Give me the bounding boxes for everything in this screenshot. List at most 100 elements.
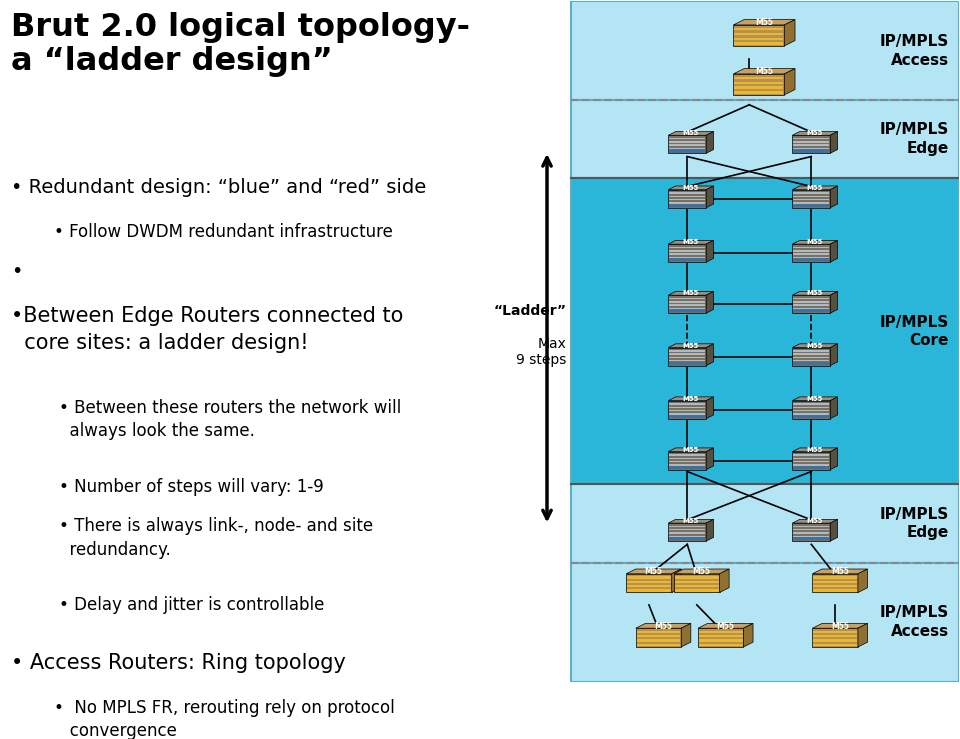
Polygon shape xyxy=(674,573,720,593)
Text: • Number of steps will vary: 1-9: • Number of steps will vary: 1-9 xyxy=(59,477,324,496)
Bar xyxy=(793,202,829,204)
Bar xyxy=(793,205,829,207)
Bar xyxy=(669,466,706,469)
Text: M55: M55 xyxy=(831,568,849,576)
Bar xyxy=(627,576,671,579)
Polygon shape xyxy=(792,452,830,470)
Bar xyxy=(734,81,783,84)
Bar xyxy=(669,256,706,258)
Bar xyxy=(813,581,857,583)
Text: M55: M55 xyxy=(806,239,823,245)
Bar xyxy=(669,467,706,469)
Bar xyxy=(669,539,706,540)
Polygon shape xyxy=(707,186,713,208)
Bar xyxy=(669,416,706,418)
Text: • Follow DWDM redundant infrastructure: • Follow DWDM redundant infrastructure xyxy=(54,222,393,240)
Bar xyxy=(793,250,829,251)
Bar xyxy=(793,141,829,143)
Polygon shape xyxy=(792,397,838,401)
Bar xyxy=(669,410,706,412)
Bar xyxy=(669,357,706,358)
Polygon shape xyxy=(668,397,713,401)
Polygon shape xyxy=(830,448,838,470)
Polygon shape xyxy=(733,74,784,95)
Polygon shape xyxy=(858,624,868,647)
Bar xyxy=(793,415,829,418)
Polygon shape xyxy=(812,573,858,593)
Bar xyxy=(793,258,829,262)
Polygon shape xyxy=(830,240,838,262)
Bar xyxy=(669,151,706,152)
Bar xyxy=(669,247,706,248)
Bar xyxy=(636,639,681,642)
Bar xyxy=(793,192,829,194)
Bar xyxy=(734,86,783,89)
Bar xyxy=(793,350,829,352)
Polygon shape xyxy=(784,69,795,95)
Text: IP/MPLS
Access: IP/MPLS Access xyxy=(879,34,949,67)
Bar xyxy=(669,196,706,197)
Bar xyxy=(669,361,706,365)
Bar xyxy=(669,413,706,415)
Text: IP/MPLS
Edge: IP/MPLS Edge xyxy=(879,123,949,156)
Bar xyxy=(793,364,829,365)
Text: M55: M55 xyxy=(683,185,699,191)
Polygon shape xyxy=(668,347,707,366)
Polygon shape xyxy=(830,520,838,541)
Text: M55: M55 xyxy=(806,518,823,524)
Polygon shape xyxy=(792,240,838,244)
Bar xyxy=(669,532,706,534)
Bar xyxy=(793,361,829,365)
Text: M55: M55 xyxy=(683,130,699,137)
Bar xyxy=(793,138,829,140)
Text: M55: M55 xyxy=(831,621,849,631)
Bar xyxy=(793,311,829,313)
Bar xyxy=(669,298,706,299)
Bar xyxy=(669,258,706,262)
Text: M55: M55 xyxy=(692,568,710,576)
Polygon shape xyxy=(858,569,868,593)
Bar xyxy=(793,537,829,540)
Polygon shape xyxy=(668,520,713,523)
Text: M55: M55 xyxy=(655,621,672,631)
Bar xyxy=(813,644,857,646)
Bar xyxy=(699,639,742,642)
Polygon shape xyxy=(830,132,838,153)
Text: M55: M55 xyxy=(683,447,699,453)
Bar xyxy=(669,415,706,418)
Polygon shape xyxy=(668,244,707,262)
Bar xyxy=(813,576,857,579)
Bar xyxy=(813,585,857,588)
Polygon shape xyxy=(707,397,713,418)
Polygon shape xyxy=(792,523,830,541)
Polygon shape xyxy=(668,291,713,295)
Bar xyxy=(793,532,829,534)
Bar xyxy=(669,250,706,251)
Bar xyxy=(793,149,829,152)
Bar xyxy=(636,644,681,646)
Bar xyxy=(669,204,706,207)
Polygon shape xyxy=(707,132,713,153)
Bar xyxy=(793,457,829,459)
Bar xyxy=(793,247,829,248)
Text: IP/MPLS
Edge: IP/MPLS Edge xyxy=(879,507,949,540)
Bar xyxy=(793,467,829,469)
Polygon shape xyxy=(733,25,784,46)
Polygon shape xyxy=(698,624,753,628)
Polygon shape xyxy=(672,569,682,593)
Polygon shape xyxy=(668,448,713,452)
Text: M55: M55 xyxy=(756,18,773,27)
Polygon shape xyxy=(812,624,868,628)
Bar xyxy=(734,33,783,35)
Bar xyxy=(793,360,829,361)
Polygon shape xyxy=(792,520,838,523)
Bar xyxy=(669,304,706,306)
Bar xyxy=(571,1,959,100)
Polygon shape xyxy=(784,20,795,46)
Polygon shape xyxy=(812,628,858,647)
Bar xyxy=(669,260,706,262)
Bar xyxy=(669,253,706,255)
Polygon shape xyxy=(626,569,682,573)
Polygon shape xyxy=(812,569,868,573)
Bar xyxy=(627,581,671,583)
